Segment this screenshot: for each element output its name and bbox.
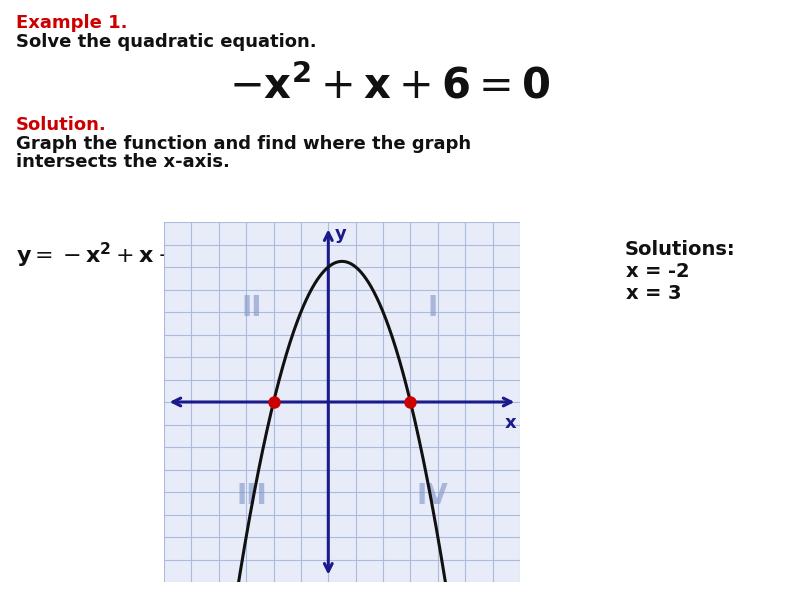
Text: Solutions:: Solutions: xyxy=(625,240,736,259)
Text: $-\mathbf{x}^{\mathbf{2}}+\mathbf{x}+\mathbf{6}=\mathbf{0}$: $-\mathbf{x}^{\mathbf{2}}+\mathbf{x}+\ma… xyxy=(229,65,551,107)
Text: x: x xyxy=(504,415,516,433)
Text: Example 1.: Example 1. xyxy=(16,14,127,32)
Text: Solution.: Solution. xyxy=(16,116,106,134)
Text: II: II xyxy=(242,293,262,322)
Text: $\mathbf{x}$ = 3: $\mathbf{x}$ = 3 xyxy=(625,284,682,303)
Text: $\mathbf{x}$ = -2: $\mathbf{x}$ = -2 xyxy=(625,262,690,281)
Text: IV: IV xyxy=(417,482,448,511)
Text: Graph the function and find where the graph: Graph the function and find where the gr… xyxy=(16,135,471,153)
Text: Solve the quadratic equation.: Solve the quadratic equation. xyxy=(16,33,317,51)
Text: I: I xyxy=(427,293,438,322)
Text: y: y xyxy=(335,226,347,244)
Text: $\mathbf{y}=-\mathbf{x}^{\mathbf{2}}+\mathbf{x}+\mathbf{6}$: $\mathbf{y}=-\mathbf{x}^{\mathbf{2}}+\ma… xyxy=(16,241,197,269)
Text: intersects the x-axis.: intersects the x-axis. xyxy=(16,153,230,171)
Text: III: III xyxy=(236,482,267,511)
